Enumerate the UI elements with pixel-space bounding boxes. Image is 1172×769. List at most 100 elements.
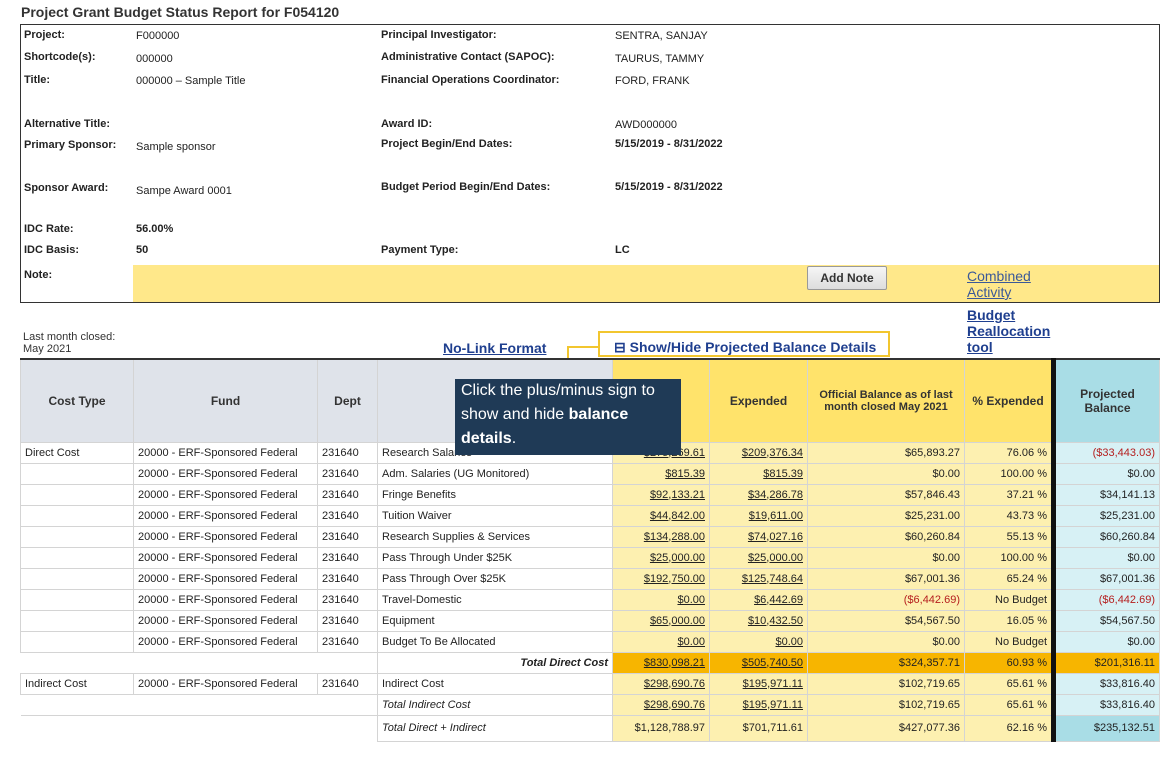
budget-cell-link[interactable]: $0.00	[677, 593, 705, 606]
combined-activity-line1: Combined	[967, 268, 1031, 284]
table-row: 20000 - ERF-Sponsored Federal 231640 Resea…	[20, 525, 1160, 548]
budget-cell-link[interactable]: $92,133.21	[649, 488, 705, 501]
expended-cell[interactable]: $74,027.16	[709, 525, 808, 548]
pct-expended-cell: 55.13 %	[964, 525, 1054, 548]
col-expended: Expended	[709, 358, 808, 443]
add-note-button[interactable]: Add Note	[807, 266, 887, 290]
table-row: 20000 - ERF-Sponsored Federal 231640 Fring…	[20, 483, 1160, 506]
pct-expended-cell: 65.61 %	[964, 672, 1054, 695]
pct-expended-cell: 16.05 %	[964, 609, 1054, 632]
expended-cell-link[interactable]: $74,027.16	[747, 530, 803, 543]
budget-cell-link[interactable]: $815.39	[665, 467, 705, 480]
table-row: 20000 - ERF-Sponsored Federal 231640 Tuiti…	[20, 504, 1160, 527]
budget-cell-link[interactable]: $134,288.00	[643, 530, 705, 543]
foc-label: Financial Operations Coordinator:	[381, 74, 560, 86]
projected-balance-cell: $67,001.36	[1051, 567, 1160, 590]
projected-balance-cell: $60,260.84	[1051, 525, 1160, 548]
expended-cell-link[interactable]: $10,432.50	[747, 614, 803, 627]
official-balance-cell: $67,001.36	[807, 567, 965, 590]
expended-cell[interactable]: $0.00	[709, 630, 808, 653]
category-cell: Tuition Waiver	[377, 504, 613, 527]
sponsor-award-value: Sampe Award 0001	[136, 185, 232, 197]
expended-cell-link[interactable]: $6,442.69	[754, 593, 803, 606]
expended-cell[interactable]: $209,376.34	[709, 441, 808, 464]
dept-cell: 231640	[317, 588, 378, 611]
budget-cell[interactable]: $134,288.00	[612, 525, 710, 548]
budget-reallocation-link[interactable]: Budget Reallocation tool	[967, 307, 1050, 355]
budget-cell-link[interactable]: $192,750.00	[643, 572, 705, 585]
total-budget-link[interactable]: $298,690.76	[643, 698, 705, 711]
expended-cell-link[interactable]: $34,286.78	[747, 488, 803, 501]
total-expended-link[interactable]: $195,971.11	[742, 698, 803, 711]
tooltip-bold: balance details	[461, 406, 629, 447]
budget-cell[interactable]: $0.00	[612, 630, 710, 653]
total-expended[interactable]: $195,971.11	[709, 693, 808, 716]
budget-dates-value: 5/15/2019 - 8/31/2022	[615, 181, 723, 193]
budget-cell-link[interactable]: $65,000.00	[649, 614, 705, 627]
expended-cell[interactable]: $34,286.78	[709, 483, 808, 506]
total-label: Total Direct Cost	[377, 651, 613, 674]
col-official-balance: Official Balance as of last month closed…	[807, 358, 965, 443]
total-projected: $235,132.51	[1051, 714, 1160, 742]
note-field[interactable]	[133, 265, 1159, 302]
expended-cell-link[interactable]: $19,611.00	[748, 509, 803, 522]
project-label: Project:	[24, 29, 65, 41]
no-link-format-link[interactable]: No-Link Format	[443, 340, 547, 356]
expended-cell[interactable]: $25,000.00	[709, 546, 808, 569]
pct-expended-cell: 37.21 %	[964, 483, 1054, 506]
cost-type-cell: Direct Cost	[20, 441, 134, 464]
total-pct: 62.16 %	[964, 714, 1054, 742]
budget-cell[interactable]: $92,133.21	[612, 483, 710, 506]
total-budget[interactable]: $298,690.76	[612, 693, 710, 716]
shortcode-label: Shortcode(s):	[24, 51, 96, 63]
dept-cell: 231640	[317, 630, 378, 653]
total-budget[interactable]: $830,098.21	[612, 651, 710, 674]
total-expended-link[interactable]: $505,740.50	[741, 656, 803, 669]
expended-cell-link[interactable]: $25,000.00	[747, 551, 803, 564]
cost-type-cell	[20, 483, 134, 506]
expended-cell-link[interactable]: $195,971.11	[742, 677, 803, 690]
combined-activity-link[interactable]: Combined Activity	[967, 268, 1031, 300]
expended-cell-link[interactable]: $0.00	[775, 635, 803, 648]
expended-cell[interactable]: $10,432.50	[709, 609, 808, 632]
idc-rate-label: IDC Rate:	[24, 223, 74, 235]
official-balance-cell: $57,846.43	[807, 483, 965, 506]
show-hide-projected-toggle[interactable]: ⊟ Show/Hide Projected Balance Details	[614, 339, 877, 355]
dept-cell: 231640	[317, 546, 378, 569]
budget-cell[interactable]: $25,000.00	[612, 546, 710, 569]
expended-cell-link[interactable]: $815.39	[763, 467, 803, 480]
projected-balance-cell: $25,231.00	[1051, 504, 1160, 527]
dept-cell: 231640	[317, 525, 378, 548]
expended-cell[interactable]: $195,971.11	[709, 672, 808, 695]
budget-cell-link[interactable]: $25,000.00	[649, 551, 705, 564]
budget-cell[interactable]: $192,750.00	[612, 567, 710, 590]
pct-expended-cell: 100.00 %	[964, 546, 1054, 569]
fund-cell: 20000 - ERF-Sponsored Federal	[133, 504, 318, 527]
expended-cell[interactable]: $19,611.00	[709, 504, 808, 527]
expended-cell[interactable]: $125,748.64	[709, 567, 808, 590]
fund-cell: 20000 - ERF-Sponsored Federal	[133, 672, 318, 695]
project-value: F000000	[136, 30, 180, 42]
last-month-closed-value: May 2021	[23, 343, 72, 355]
total-expended[interactable]: $505,740.50	[709, 651, 808, 674]
grand-row: Total Direct + Indirect $1,128,788.97 $701…	[20, 714, 1160, 742]
total-pct: 65.61 %	[964, 693, 1054, 716]
budget-cell-link[interactable]: $298,690.76	[643, 677, 705, 690]
expended-cell-link[interactable]: $209,376.34	[741, 446, 803, 459]
award-id-label: Award ID:	[381, 118, 433, 130]
budget-cell[interactable]: $0.00	[612, 588, 710, 611]
budget-cell[interactable]: $815.39	[612, 462, 710, 485]
expended-cell-link[interactable]: $125,748.64	[741, 572, 803, 585]
expended-cell[interactable]: $6,442.69	[709, 588, 808, 611]
budget-cell[interactable]: $65,000.00	[612, 609, 710, 632]
budget-cell[interactable]: $298,690.76	[612, 672, 710, 695]
budget-cell-link[interactable]: $44,842.00	[649, 509, 705, 522]
table-row: 20000 - ERF-Sponsored Federal 231640 Pass …	[20, 567, 1160, 590]
budget-cell[interactable]: $44,842.00	[612, 504, 710, 527]
cost-type-cell	[20, 546, 134, 569]
projected-balance-cell: $54,567.50	[1051, 609, 1160, 632]
total-projected: $33,816.40	[1051, 693, 1160, 716]
expended-cell[interactable]: $815.39	[709, 462, 808, 485]
total-budget-link[interactable]: $830,098.21	[643, 656, 705, 669]
budget-cell-link[interactable]: $0.00	[677, 635, 705, 648]
